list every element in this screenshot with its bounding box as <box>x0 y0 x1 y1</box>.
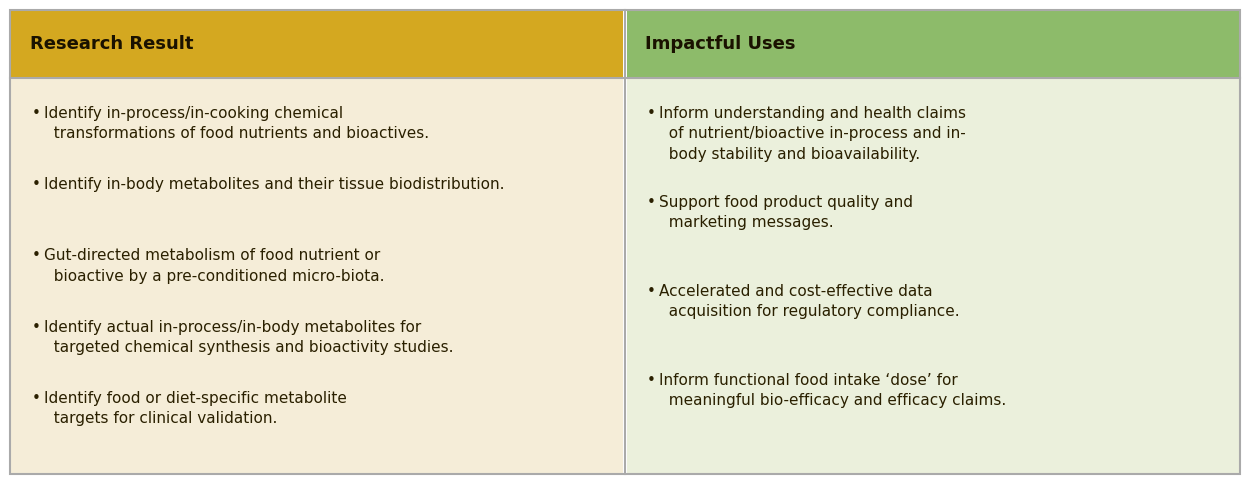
Text: •: • <box>32 391 41 406</box>
Text: Research Result: Research Result <box>30 35 194 53</box>
Text: Inform functional food intake ‘dose’ for
  meaningful bio-efficacy and efficacy : Inform functional food intake ‘dose’ for… <box>659 373 1006 408</box>
Text: Identify in-body metabolites and their tissue biodistribution.: Identify in-body metabolites and their t… <box>44 177 505 192</box>
Text: Impactful Uses: Impactful Uses <box>645 35 795 53</box>
Bar <box>10 10 622 78</box>
Text: Identify in-process/in-cooking chemical
  transformations of food nutrients and : Identify in-process/in-cooking chemical … <box>44 106 429 141</box>
Text: Identify actual in-process/in-body metabolites for
  targeted chemical synthesis: Identify actual in-process/in-body metab… <box>44 319 454 355</box>
Text: •: • <box>648 195 656 210</box>
Text: •: • <box>648 106 656 121</box>
Bar <box>628 10 1240 78</box>
Text: •: • <box>32 106 41 121</box>
Text: Identify food or diet-specific metabolite
  targets for clinical validation.: Identify food or diet-specific metabolit… <box>44 391 348 426</box>
Text: •: • <box>32 319 41 334</box>
Bar <box>10 78 622 474</box>
Text: •: • <box>32 248 41 263</box>
Text: •: • <box>648 284 656 299</box>
Text: Inform understanding and health claims
  of nutrient/bioactive in-process and in: Inform understanding and health claims o… <box>659 106 966 162</box>
Text: Support food product quality and
  marketing messages.: Support food product quality and marketi… <box>659 195 912 230</box>
Text: •: • <box>32 177 41 192</box>
Bar <box>628 78 1240 474</box>
Text: Accelerated and cost-effective data
  acquisition for regulatory compliance.: Accelerated and cost-effective data acqu… <box>659 284 960 319</box>
Text: •: • <box>648 373 656 388</box>
Text: Gut-directed metabolism of food nutrient or
  bioactive by a pre-conditioned mic: Gut-directed metabolism of food nutrient… <box>44 248 385 284</box>
